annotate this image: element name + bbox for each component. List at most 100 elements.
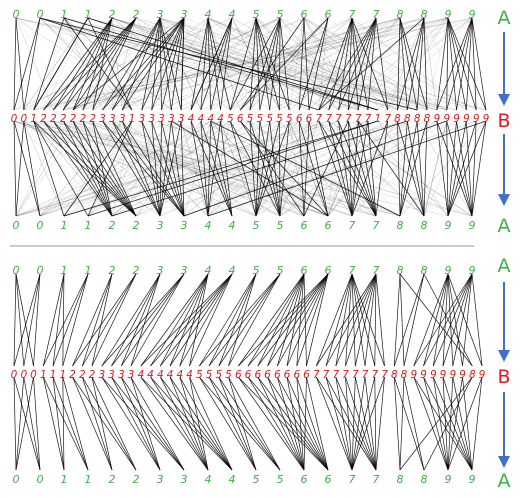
connection-line xyxy=(112,17,137,111)
connection-line xyxy=(327,120,339,217)
connection-line xyxy=(151,120,185,217)
digit-a-top: 4 xyxy=(205,264,212,277)
connection-line xyxy=(351,17,379,111)
connection-line xyxy=(15,120,221,217)
digit-a-bottom: 0 xyxy=(37,473,44,486)
digit-a-bottom: 5 xyxy=(277,473,284,486)
digit-b: 1 xyxy=(129,113,136,125)
connection-line xyxy=(375,120,389,217)
digit-a-top: 7 xyxy=(373,264,380,277)
connection-line xyxy=(210,17,257,111)
connection-line xyxy=(13,120,305,217)
connection-line xyxy=(240,17,353,111)
connection-line xyxy=(442,376,449,471)
connection-line xyxy=(387,17,425,111)
connection-line xyxy=(121,376,185,471)
connection-line xyxy=(279,120,320,217)
connection-line xyxy=(364,376,377,471)
connection-line xyxy=(111,273,185,367)
connection-line xyxy=(72,376,113,471)
connection-line xyxy=(335,376,377,471)
connection-line xyxy=(13,120,257,217)
digit-a-top: 9 xyxy=(445,264,452,277)
connection-line xyxy=(347,120,353,217)
connection-line xyxy=(436,120,473,217)
connection-line xyxy=(303,17,398,111)
digit-b: 3 xyxy=(138,113,145,125)
connection-line xyxy=(130,273,185,367)
connection-line xyxy=(351,120,438,217)
connection-line xyxy=(39,17,133,111)
connection-line xyxy=(267,273,305,367)
connection-line xyxy=(229,120,281,217)
connection-line xyxy=(238,273,305,367)
connection-line xyxy=(399,120,418,217)
digit-a-top: 1 xyxy=(61,264,68,277)
digit-b: 9 xyxy=(449,369,456,381)
digit-a-top: 6 xyxy=(301,8,308,21)
connection-line xyxy=(316,273,377,367)
connection-line xyxy=(33,376,41,471)
connection-line xyxy=(135,120,251,217)
connection-line xyxy=(335,376,353,471)
connection-line xyxy=(112,120,353,217)
digit-a-bottom: 3 xyxy=(157,473,164,486)
connection-line xyxy=(325,376,353,471)
connection-line xyxy=(13,17,233,111)
connection-line xyxy=(210,17,233,111)
connection-line xyxy=(255,120,280,217)
digit-b: 3 xyxy=(148,113,155,125)
connection-line xyxy=(33,273,41,367)
connection-line xyxy=(315,376,353,471)
connection-line xyxy=(122,17,305,111)
connection-line xyxy=(208,273,281,367)
connection-line xyxy=(13,120,17,217)
connection-line xyxy=(423,376,449,471)
connection-line xyxy=(111,120,231,217)
connection-line xyxy=(72,120,113,217)
connection-line xyxy=(135,17,290,111)
connection-line xyxy=(121,17,185,111)
connection-line xyxy=(374,376,377,471)
connection-line xyxy=(423,120,428,217)
connection-line xyxy=(432,376,473,471)
digit-a-bottom: 9 xyxy=(445,219,452,232)
connection-line xyxy=(15,17,133,111)
digit-b: 7 xyxy=(362,369,369,381)
digit-b: 4 xyxy=(207,113,214,125)
connection-line xyxy=(255,120,271,217)
connection-line xyxy=(81,376,137,471)
connection-line xyxy=(72,376,137,471)
connection-line xyxy=(377,120,449,217)
connection-line xyxy=(199,376,281,471)
connection-line xyxy=(335,273,353,367)
connection-line xyxy=(279,17,449,111)
connection-line xyxy=(267,273,329,367)
connection-line xyxy=(33,120,89,217)
connection-line xyxy=(316,376,377,471)
connection-line xyxy=(111,17,359,111)
digit-a-bottom: 3 xyxy=(181,473,188,486)
connection-line xyxy=(289,17,305,111)
connection-line xyxy=(13,273,17,367)
connection-line xyxy=(289,120,329,217)
connection-line xyxy=(328,17,401,111)
digit-a-top: 3 xyxy=(181,8,188,21)
connection-line xyxy=(120,376,161,471)
connection-line xyxy=(239,120,329,217)
connection-line xyxy=(413,273,473,367)
digit-a-bottom: 9 xyxy=(469,473,476,486)
connection-line xyxy=(306,273,329,367)
connection-line xyxy=(426,120,473,217)
connection-line xyxy=(345,273,377,367)
digit-a-top: 1 xyxy=(85,264,92,277)
connection-line xyxy=(102,120,185,217)
connection-line xyxy=(112,120,281,217)
connection-line xyxy=(111,17,359,111)
connection-line xyxy=(52,376,65,471)
connection-line xyxy=(357,120,377,217)
digit-a-top: 7 xyxy=(373,8,380,21)
connection-line xyxy=(33,120,401,217)
connection-line xyxy=(255,17,261,111)
digit-b: 0 xyxy=(20,113,27,125)
